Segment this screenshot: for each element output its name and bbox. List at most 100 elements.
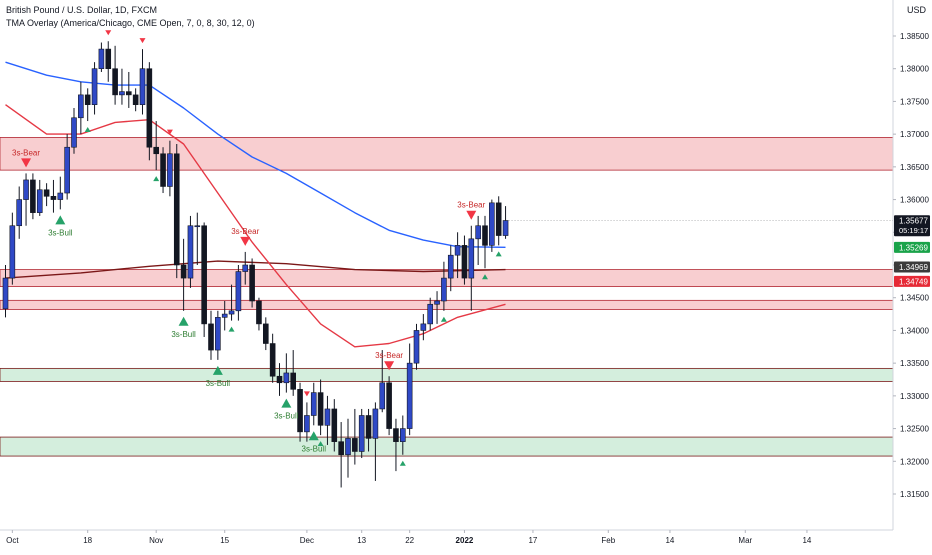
candle-body bbox=[317, 392, 324, 426]
candle bbox=[331, 399, 338, 452]
signal-bull-triangle bbox=[228, 326, 235, 332]
candle bbox=[228, 284, 235, 321]
candle-body bbox=[345, 438, 351, 456]
y-tick-label: 1.36000 bbox=[900, 196, 929, 205]
signal-bull-triangle bbox=[495, 251, 502, 257]
candle bbox=[413, 323, 420, 370]
candle bbox=[379, 350, 386, 413]
candle bbox=[262, 317, 269, 351]
signals-layer: 3s-Bull 3s-Bear 3s-Bull 3s-Bull 3s-Bear 3s-Bu… bbox=[12, 30, 502, 466]
signal-bear bbox=[303, 391, 310, 397]
signal-bear: 3s-Bear bbox=[375, 351, 403, 371]
candle bbox=[461, 235, 468, 285]
candle bbox=[146, 62, 153, 161]
signal-bear bbox=[166, 129, 173, 135]
candle bbox=[399, 415, 406, 455]
candle-body bbox=[399, 428, 406, 442]
signal-bull-triangle bbox=[440, 316, 447, 322]
candle-body bbox=[228, 310, 235, 315]
candle bbox=[338, 422, 344, 488]
candle-body bbox=[420, 323, 427, 331]
candle-body bbox=[262, 323, 269, 344]
candle-body bbox=[119, 91, 125, 96]
candle bbox=[352, 408, 358, 465]
signal-bull-label: 3s-Bull bbox=[171, 330, 196, 339]
signal-bull bbox=[495, 251, 502, 257]
candle-body bbox=[475, 225, 481, 240]
candle-body bbox=[9, 225, 16, 279]
signal-bear: 3s-Bear bbox=[12, 148, 40, 168]
candle-body bbox=[173, 153, 180, 266]
signal-bear bbox=[139, 38, 146, 44]
candle-body bbox=[50, 195, 57, 200]
candle-body bbox=[352, 438, 358, 452]
x-tick-label: Mar bbox=[738, 536, 752, 545]
candle bbox=[495, 196, 502, 246]
signal-bear-triangle bbox=[384, 361, 395, 371]
candle bbox=[126, 71, 132, 108]
signal-bull: 3s-Bull bbox=[48, 215, 73, 237]
candle-body bbox=[187, 225, 194, 279]
candle bbox=[276, 363, 283, 396]
candle bbox=[242, 251, 249, 285]
candle-body bbox=[242, 264, 249, 272]
x-tick-label: 15 bbox=[220, 536, 229, 545]
zone-supply bbox=[0, 299, 894, 310]
signal-bear-triangle bbox=[105, 30, 112, 36]
candle-body bbox=[16, 199, 23, 227]
candle bbox=[454, 232, 461, 279]
y-tick-label: 1.38000 bbox=[900, 65, 929, 74]
x-tick-label: 17 bbox=[528, 536, 537, 545]
candle bbox=[9, 212, 16, 285]
currency-label[interactable]: USD bbox=[906, 5, 926, 15]
candle-body bbox=[235, 271, 242, 312]
x-tick-label: 14 bbox=[802, 536, 811, 545]
x-tick-label: 22 bbox=[405, 536, 414, 545]
candle bbox=[365, 408, 372, 452]
signal-bear bbox=[105, 30, 112, 36]
zone-demand bbox=[0, 436, 894, 457]
signal-bull: 3s-Bull bbox=[171, 316, 196, 339]
candle bbox=[153, 121, 159, 171]
candle-body bbox=[447, 254, 454, 279]
candle-body bbox=[139, 68, 146, 105]
signal-bull: 3s-Bull bbox=[206, 365, 230, 388]
candle-body bbox=[454, 245, 461, 256]
signal-bull bbox=[84, 127, 91, 133]
candle-body bbox=[215, 317, 221, 351]
candle-body bbox=[221, 313, 228, 318]
candle bbox=[16, 186, 23, 239]
candle-body bbox=[338, 441, 344, 456]
candle bbox=[43, 183, 50, 207]
candle-body bbox=[386, 382, 392, 429]
price-label-box bbox=[894, 275, 930, 287]
signal-bull bbox=[317, 441, 324, 447]
candle bbox=[71, 107, 77, 154]
signal-bear-label: 3s-Bear bbox=[375, 351, 403, 360]
candle-body bbox=[269, 343, 276, 377]
signal-bear-label: 3s-Bear bbox=[457, 201, 485, 210]
candle-body bbox=[276, 375, 283, 384]
price-label: 1.34749 bbox=[894, 275, 930, 287]
candles-layer bbox=[2, 41, 509, 488]
candle bbox=[235, 265, 242, 321]
candle-body bbox=[126, 91, 132, 96]
signal-bull-triangle bbox=[153, 176, 160, 182]
candle-body bbox=[36, 189, 43, 213]
signal-bull-triangle bbox=[84, 127, 91, 133]
candle bbox=[119, 68, 125, 105]
signal-bull-label: 3s-Bull bbox=[302, 444, 327, 453]
candle-body bbox=[112, 68, 118, 96]
candle bbox=[194, 212, 201, 265]
candle bbox=[317, 379, 324, 436]
candle bbox=[57, 176, 64, 210]
candle bbox=[406, 343, 413, 436]
candle bbox=[139, 49, 146, 115]
candle-body bbox=[441, 277, 447, 302]
candle bbox=[215, 310, 221, 360]
candle-body bbox=[468, 238, 475, 279]
candle-body bbox=[57, 192, 64, 200]
